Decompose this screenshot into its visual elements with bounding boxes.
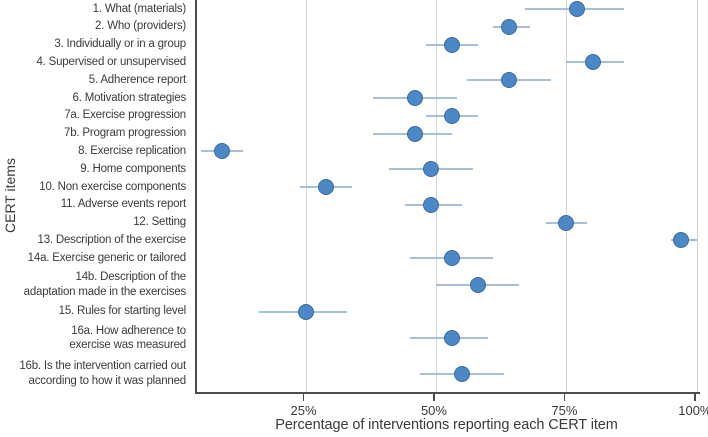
y-axis-category-label: 2. Who (providers) xyxy=(0,18,191,36)
y-axis-category-label: 7a. Exercise progression xyxy=(0,107,191,125)
plot-row xyxy=(197,0,700,18)
y-axis-category-label-line: 5. Adherence report xyxy=(88,73,186,86)
data-point xyxy=(673,232,690,249)
x-axis-ticks: 25% 50% 75% 100% xyxy=(195,394,708,437)
y-axis-category-label: 8. Exercise replication xyxy=(0,143,191,161)
y-axis-labels: 1. What (materials) 2. Who (providers) 3. … xyxy=(0,0,191,392)
data-point xyxy=(443,36,460,53)
y-axis-category-label: 1. What (materials) xyxy=(0,0,191,18)
plot-row xyxy=(197,143,700,161)
data-point xyxy=(407,89,424,106)
y-axis-category-label-line: adaptation made in the exercises xyxy=(23,286,187,298)
plot-row xyxy=(197,160,700,178)
plot-row xyxy=(197,232,700,250)
y-axis-category-label-line: 14a. Exercise generic or tailored xyxy=(27,251,187,264)
data-point xyxy=(318,179,335,196)
y-axis-category-label-line: 14b. Description of the xyxy=(75,271,187,284)
y-axis-category-label-line: 7a. Exercise progression xyxy=(64,109,186,122)
data-point xyxy=(443,250,460,267)
y-axis-category-label: 10. Non exercise components xyxy=(0,178,191,196)
data-point xyxy=(214,143,231,160)
y-axis-category-label: 16b. Is the intervention carried out acco… xyxy=(0,356,191,392)
y-axis-category-label-line: 15. Rules for starting level xyxy=(58,305,187,318)
data-point xyxy=(558,214,575,231)
y-axis-category-label: 11. Adverse events report xyxy=(0,196,191,214)
data-point xyxy=(568,0,585,17)
y-axis-category-label-line: 2. Who (providers) xyxy=(95,20,186,33)
data-point xyxy=(501,72,518,89)
plot-row xyxy=(197,214,700,232)
y-axis-category-label-line: 11. Adverse events report xyxy=(60,198,186,211)
y-axis-category-label: 9. Home components xyxy=(0,160,191,178)
plot-row xyxy=(197,356,700,392)
plot-row xyxy=(197,89,700,107)
y-axis-category-label: 7b. Program progression xyxy=(0,125,191,143)
y-axis-category-label: 3. Individually or in a group xyxy=(0,36,191,54)
y-axis-category-label-line: 10. Non exercise components xyxy=(39,180,186,193)
x-axis-tick-label: 50% xyxy=(420,403,447,418)
plot-row xyxy=(197,178,700,196)
data-point xyxy=(422,196,439,213)
y-axis-category-label: 12. Setting xyxy=(0,214,191,232)
plot-row xyxy=(197,303,700,321)
plot-row xyxy=(197,53,700,71)
y-axis-category-label: 14b. Description of the adaptation made i… xyxy=(0,267,191,303)
y-axis-category-label-line: 1. What (materials) xyxy=(92,2,187,15)
gridline xyxy=(305,0,307,392)
y-axis-category-label-line: according to how it was planned xyxy=(28,375,187,388)
x-axis-tick-label: 75% xyxy=(551,403,578,418)
x-axis-tick-label: 25% xyxy=(290,403,317,418)
gridline xyxy=(566,0,568,392)
plot-row xyxy=(197,107,700,125)
y-axis-category-label: 4. Supervised or unsupervised xyxy=(0,53,191,71)
y-axis-category-label: 5. Adherence report xyxy=(0,71,191,89)
plot-row xyxy=(197,71,700,89)
y-axis-category-label-line: 3. Individually or in a group xyxy=(54,38,186,51)
x-axis-title: Percentage of interventions reporting ea… xyxy=(275,417,618,433)
plot-row xyxy=(197,18,700,36)
y-axis-category-label-line: 6. Motivation strategies xyxy=(72,91,187,104)
y-axis-category-label-line: 16b. Is the intervention carried out xyxy=(19,360,186,373)
y-axis-category-label: 15. Rules for starting level xyxy=(0,303,191,321)
y-axis-category-label: 13. Description of the exercise xyxy=(0,232,191,250)
y-axis-category-label-line: 12. Setting xyxy=(133,216,186,229)
plot-row xyxy=(197,321,700,357)
data-point xyxy=(443,107,460,124)
y-axis-category-label-line: 13. Description of the exercise xyxy=(37,234,187,247)
plot-row xyxy=(197,249,700,267)
data-point xyxy=(443,330,460,347)
x-axis-tick xyxy=(433,394,435,401)
y-axis-category-label-line: 9. Home components xyxy=(80,162,186,175)
y-axis-category-label-line: exercise was measured xyxy=(69,339,186,352)
x-axis-tick xyxy=(563,394,566,401)
y-axis-category-label: 16a. How adherence to exercise was measur… xyxy=(0,321,191,357)
y-axis-category-label-line: 8. Exercise replication xyxy=(78,145,186,158)
data-point xyxy=(454,366,471,383)
y-axis-category-label-line: 4. Supervised or unsupervised xyxy=(36,55,186,68)
y-axis-category-label-line: 16a. How adherence to xyxy=(71,324,186,337)
x-axis-tick xyxy=(302,394,305,401)
y-axis-category-label: 6. Motivation strategies xyxy=(0,89,191,107)
data-point xyxy=(469,277,486,293)
data-point xyxy=(501,18,518,35)
data-point xyxy=(407,125,424,142)
plot-area xyxy=(195,0,700,394)
plot-row xyxy=(197,125,700,143)
y-axis-category-label: 14a. Exercise generic or tailored xyxy=(0,249,191,267)
x-axis-tick xyxy=(694,394,696,401)
plot-row xyxy=(197,36,700,54)
gridline xyxy=(435,0,437,392)
data-point xyxy=(422,161,439,178)
y-axis-category-label-line: 7b. Program progression xyxy=(64,127,186,140)
plot-row xyxy=(197,267,700,303)
plot-rows xyxy=(197,0,700,392)
gridline xyxy=(696,0,698,392)
data-point xyxy=(297,303,314,320)
data-point xyxy=(584,54,601,71)
x-axis-tick-label: 100% xyxy=(678,403,708,418)
plot-row xyxy=(197,196,700,214)
